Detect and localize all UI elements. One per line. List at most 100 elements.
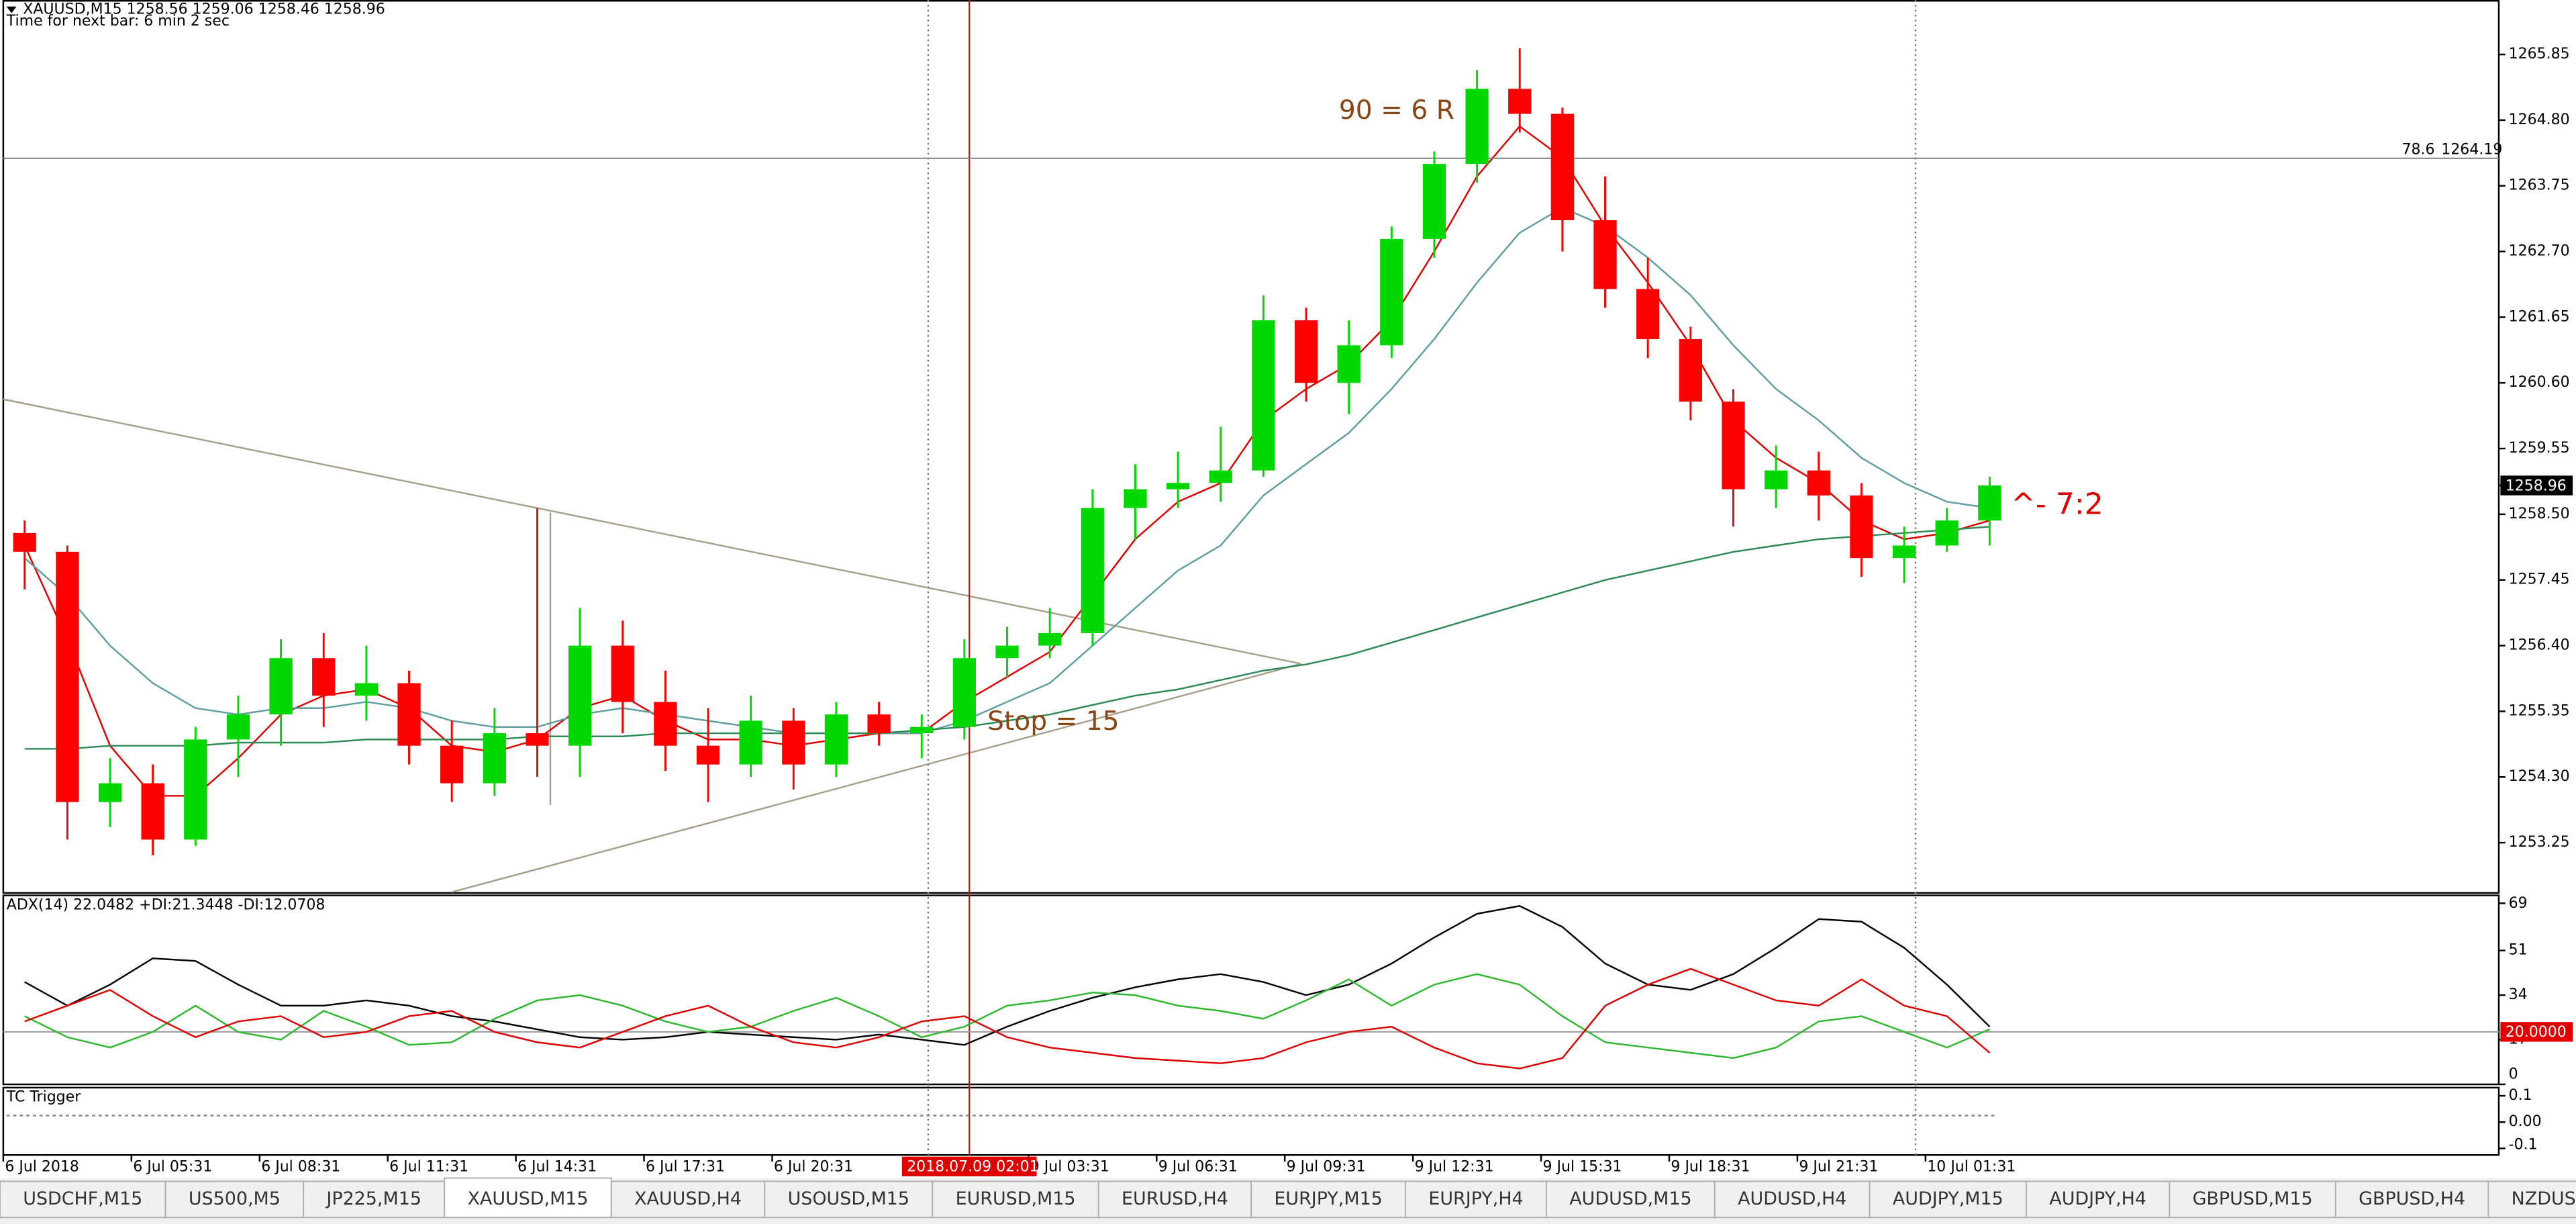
tab-background — [1545, 1180, 1716, 1219]
indicator-title: TC Trigger — [6, 1089, 81, 1106]
moving-average — [24, 526, 1990, 750]
cursor-time-label: 2018.07.09 02:01 — [907, 1159, 1039, 1176]
tab[interactable]: GBPUSD,M15 — [2169, 1180, 2336, 1219]
y-tick-label: 1253.25 — [2509, 834, 2570, 851]
candle-body — [568, 645, 592, 746]
adx-panel — [2, 894, 2500, 1086]
candle-body — [611, 645, 634, 702]
tab-background — [2026, 1180, 2171, 1219]
candle-body — [1593, 220, 1617, 289]
tab[interactable]: USDCHF,M15 — [0, 1180, 166, 1219]
tab-label[interactable]: XAUUSD,M15 — [467, 1188, 588, 1209]
tab[interactable]: AUDJPY,M15 — [1869, 1180, 2028, 1219]
candle-body — [824, 714, 848, 765]
candle-body — [1209, 470, 1232, 483]
fib-level-price: 1264.19 — [2441, 142, 2502, 158]
tab-label[interactable]: JP225,M15 — [325, 1188, 422, 1209]
candle-body — [952, 658, 977, 727]
tabs: USDCHF,M15 US500,M5 JP225,M15 XAUUSD,M15 XAU… — [0, 1177, 2576, 1219]
tab-label[interactable]: US500,M5 — [189, 1188, 281, 1209]
candle-body — [1337, 345, 1360, 383]
x-tick-label: 6 Jul 20:31 — [774, 1159, 853, 1176]
candle-body — [1124, 489, 1147, 508]
tab-label[interactable]: AUDUSD,H4 — [1738, 1188, 1846, 1209]
tab-background — [2334, 1180, 2489, 1219]
annotation: ^- 7:2 — [2011, 487, 2103, 522]
candle-body — [397, 683, 421, 746]
tab-label[interactable]: AUDUSD,M15 — [1569, 1188, 1691, 1209]
fib-level-ratio: 78.6 — [2402, 142, 2435, 158]
candle-body — [1935, 520, 1959, 546]
tab-label[interactable]: AUDJPY,M15 — [1893, 1188, 2003, 1209]
tab-label[interactable]: GBPUSD,H4 — [2359, 1188, 2465, 1209]
tab[interactable]: AUDUSD,M15 — [1545, 1180, 1716, 1219]
candle-body — [1422, 164, 1446, 239]
tab-background — [610, 1180, 766, 1219]
indicator-title: ADX(14) 22.0482 +DI:21.3448 -DI:12.0708 — [7, 896, 326, 913]
x-tick-label: 9 Jul 18:31 — [1671, 1159, 1750, 1176]
tab-label[interactable]: EURJPY,H4 — [1428, 1188, 1523, 1209]
x-tick-label: 6 Jul 17:31 — [646, 1159, 725, 1176]
y-tick-label: 0 — [2509, 1066, 2518, 1082]
candle-body — [1679, 339, 1702, 402]
tab-label[interactable]: GBPUSD,M15 — [2193, 1188, 2313, 1209]
indicator-line — [24, 973, 1990, 1060]
candle-body — [1166, 483, 1190, 489]
candle-body — [1892, 545, 1916, 559]
x-tick-label: 9 Jul 03:31 — [1030, 1159, 1109, 1176]
level-label: 20.0000 — [2506, 1024, 2567, 1041]
tab-label[interactable]: AUDJPY,H4 — [2049, 1188, 2146, 1209]
y-tick-label: 0.1 — [2509, 1087, 2532, 1104]
x-tick-label: 9 Jul 09:31 — [1287, 1159, 1366, 1176]
tab-label[interactable]: USOUSD,M15 — [788, 1188, 909, 1209]
y-tick-label: 1261.65 — [2509, 308, 2570, 325]
annotation: 90 = 6 R — [1339, 95, 1454, 126]
tab[interactable]: EURUSD,H4 — [1097, 1180, 1252, 1219]
x-tick-label: 9 Jul 21:31 — [1799, 1159, 1878, 1176]
tab[interactable]: JP225,M15 — [303, 1180, 446, 1219]
tab-background — [764, 1180, 934, 1219]
annotation: Stop = 15 — [987, 706, 1119, 737]
y-tick-label: 1265.85 — [2509, 46, 2570, 62]
tab[interactable]: EURJPY,M15 — [1250, 1180, 1407, 1219]
tab-label[interactable]: EURUSD,M15 — [956, 1188, 1076, 1209]
candle-body — [354, 683, 379, 696]
y-tick-label: 1255.35 — [2509, 702, 2570, 719]
candle-body — [226, 714, 250, 740]
candle-body — [483, 733, 506, 784]
tab[interactable]: XAUUSD,H4 — [610, 1180, 766, 1219]
y-tick-label: 1263.75 — [2509, 177, 2570, 194]
tab-label[interactable]: XAUUSD,H4 — [634, 1188, 742, 1209]
candle-body — [141, 783, 164, 840]
tab[interactable]: EURJPY,H4 — [1405, 1180, 1547, 1219]
tab[interactable]: AUDJPY,H4 — [2026, 1180, 2171, 1219]
x-tick-label: 9 Jul 15:31 — [1543, 1159, 1622, 1176]
tab-label[interactable]: USDCHF,M15 — [23, 1188, 142, 1209]
tab-background — [1405, 1180, 1547, 1219]
tab[interactable]: USOUSD,M15 — [764, 1180, 934, 1219]
tab[interactable]: XAUUSD,M15 — [444, 1177, 612, 1219]
tab-background — [1714, 1180, 1871, 1219]
tab[interactable]: US500,M5 — [164, 1180, 305, 1219]
tab-label[interactable]: EURUSD,H4 — [1122, 1188, 1228, 1209]
x-tick-label: 10 Jul 01:31 — [1927, 1159, 2016, 1176]
candle-body — [98, 783, 122, 802]
x-tick-label: 9 Jul 12:31 — [1415, 1159, 1494, 1176]
candle-body — [1850, 495, 1873, 559]
tab-label[interactable]: EURJPY,M15 — [1274, 1188, 1382, 1209]
main-panel — [2, 0, 2500, 894]
tab[interactable]: AUDUSD,H4 — [1714, 1180, 1871, 1219]
candle-body — [1722, 402, 1745, 489]
x-tick-label: 6 Jul 08:31 — [261, 1159, 340, 1176]
tab-label[interactable]: NZDUSD,M15 — [2512, 1188, 2576, 1209]
tab[interactable]: EURUSD,M15 — [932, 1180, 1099, 1219]
chart-subtitle: Time for next bar: 6 min 2 sec — [6, 13, 230, 30]
chart-title: XAUUSD,M15 1258.56 1259.06 1258.46 1258.… — [23, 1, 385, 18]
tab[interactable]: GBPUSD,H4 — [2334, 1180, 2489, 1219]
y-tick-label: 0.00 — [2509, 1113, 2542, 1130]
candle-body — [1465, 89, 1489, 164]
x-tick-label: 6 Jul 2018 — [5, 1159, 79, 1176]
candle-body — [1252, 320, 1275, 471]
tab[interactable]: NZDUSD,M15 — [2487, 1180, 2576, 1219]
